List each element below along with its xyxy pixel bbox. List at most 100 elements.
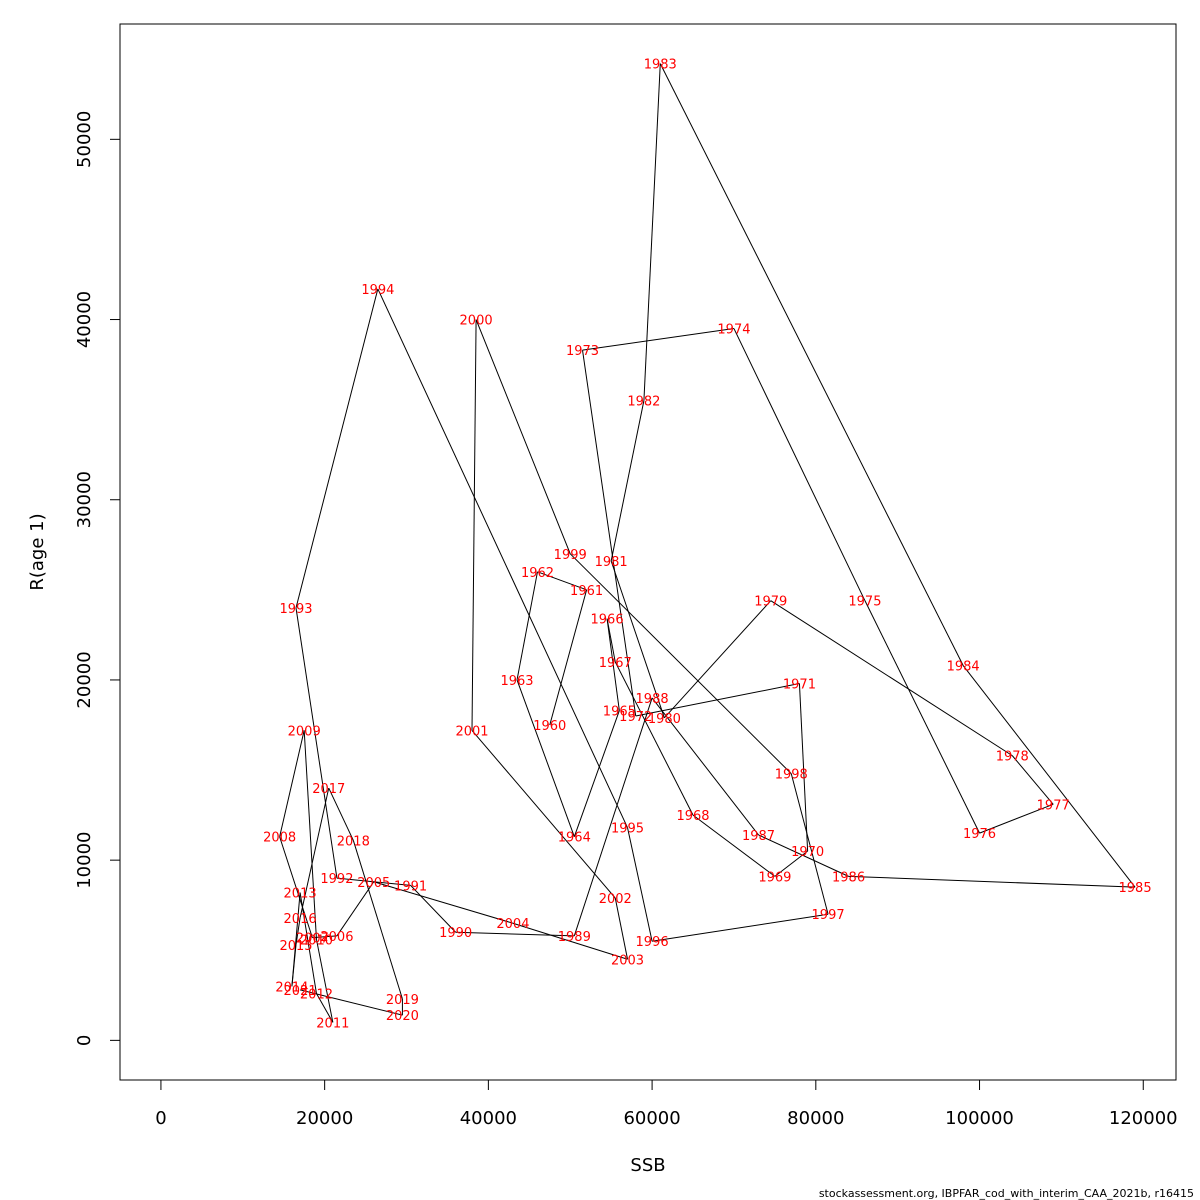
y-axis: 0 10000 20000 30000 40000 50000: [74, 111, 121, 1046]
segment-1995-1996: [627, 827, 653, 942]
point-label-1960: 1960: [533, 719, 566, 734]
segment-1964-1965: [573, 710, 620, 837]
point-label-1995: 1995: [611, 822, 644, 837]
point-label-2002: 2002: [599, 892, 632, 907]
point-label-1998: 1998: [775, 768, 808, 783]
point-label-1987: 1987: [742, 829, 775, 844]
point-label-2014: 2014: [275, 980, 308, 995]
point-label-1967: 1967: [599, 656, 632, 671]
y-tick-label: 50000: [74, 111, 95, 168]
point-label-1990: 1990: [439, 926, 472, 941]
point-label-2006: 2006: [320, 930, 353, 945]
point-label-2012: 2012: [300, 988, 333, 1003]
segment-1965-1966: [606, 618, 620, 711]
x-tick-label: 0: [155, 1108, 166, 1129]
point-label-1968: 1968: [676, 809, 709, 824]
x-tick-label: 120000: [1109, 1108, 1178, 1129]
point-label-1965: 1965: [603, 705, 636, 720]
point-label-1997: 1997: [812, 908, 845, 923]
x-axis: 0 20000 40000 60000 80000 100000 120000: [155, 1079, 1178, 1129]
point-label-1985: 1985: [1119, 881, 1152, 896]
x-tick-label: 40000: [460, 1108, 517, 1129]
segment-1961-1962: [537, 571, 587, 591]
series-line: [279, 63, 1136, 1023]
point-label-1971: 1971: [783, 678, 816, 693]
point-label-2001: 2001: [455, 724, 488, 739]
segment-1996-1997: [652, 913, 829, 942]
x-tick-label: 20000: [296, 1108, 353, 1129]
point-label-2015: 2015: [279, 939, 312, 954]
segment-1966-1967: [606, 618, 616, 663]
segment-1960-1961: [549, 589, 588, 726]
segment-1968-1969: [692, 814, 776, 877]
point-label-1964: 1964: [558, 831, 591, 846]
segment-1985-1986: [848, 875, 1136, 888]
segment-1989-1990: [455, 931, 575, 937]
segment-1963-1964: [516, 679, 575, 837]
segment-2007-2008: [279, 836, 313, 938]
point-label-1969: 1969: [758, 870, 791, 885]
y-axis-label: R(age 1): [27, 513, 48, 590]
segment-1980-1981: [610, 560, 665, 718]
point-label-1973: 1973: [566, 344, 599, 359]
segment-1975-1976: [864, 600, 980, 834]
segment-1977-1978: [1011, 755, 1054, 805]
point-label-1978: 1978: [996, 750, 1029, 765]
point-label-1970: 1970: [791, 845, 824, 860]
segment-1988-1989: [573, 697, 653, 936]
point-label-1993: 1993: [279, 602, 312, 617]
point-label-2013: 2013: [284, 887, 317, 902]
y-tick-label: 20000: [74, 651, 95, 708]
point-label-1986: 1986: [832, 870, 865, 885]
segment-2020-2021: [299, 989, 403, 1016]
point-label-1962: 1962: [521, 566, 554, 581]
segment-1990-1991: [410, 885, 456, 933]
point-label-1984: 1984: [947, 660, 980, 675]
y-tick-label: 0: [74, 1035, 95, 1046]
point-label-1989: 1989: [558, 930, 591, 945]
segment-1976-1977: [979, 803, 1054, 834]
segment-1999-2000: [475, 319, 571, 554]
segment-2008-2009: [279, 730, 305, 837]
point-label-2011: 2011: [316, 1016, 349, 1031]
segment-1970-1971: [798, 683, 809, 852]
segment-1983-1984: [659, 63, 964, 666]
point-label-1991: 1991: [394, 879, 427, 894]
footer-source: stockassessment.org, IBPFAR_cod_with_int…: [819, 1187, 1194, 1200]
segment-2004-2005: [373, 881, 514, 924]
point-label-1975: 1975: [848, 595, 881, 610]
segment-1972-1973: [582, 350, 637, 717]
segment-2005-2006: [336, 881, 375, 937]
point-label-2007: 2007: [296, 932, 329, 947]
segment-2003-2004: [512, 922, 628, 960]
point-label-2000: 2000: [460, 314, 493, 329]
point-label-1999: 1999: [554, 548, 587, 563]
segment-1992-1993: [295, 607, 338, 879]
point-label-1983: 1983: [644, 58, 677, 73]
segment-1982-1983: [643, 63, 661, 401]
point-label-1994: 1994: [361, 283, 394, 298]
segment-2011-2012: [316, 993, 334, 1023]
point-label-2021: 2021: [284, 984, 317, 999]
y-tick-label: 10000: [74, 832, 95, 889]
point-label-1961: 1961: [570, 584, 603, 599]
segment-1981-1982: [610, 400, 645, 562]
segment-1962-1963: [516, 571, 538, 681]
segment-2016-2017: [299, 787, 330, 918]
point-label-1976: 1976: [963, 827, 996, 842]
x-tick-label: 100000: [945, 1108, 1014, 1129]
segment-1974-1975: [733, 328, 866, 601]
segment-2012-2013: [299, 892, 317, 994]
segment-1993-1994: [295, 288, 379, 608]
point-label-2004: 2004: [496, 917, 529, 932]
point-label-1979: 1979: [754, 595, 787, 610]
segment-2014-2015: [291, 944, 297, 987]
segment-2015-2016: [295, 917, 301, 945]
point-label-2018: 2018: [337, 834, 370, 849]
point-label-1981: 1981: [595, 555, 628, 570]
segment-1998-1999: [569, 553, 792, 775]
segment-2002-2003: [614, 897, 629, 960]
x-axis-label: SSB: [630, 1155, 665, 1176]
point-label-1992: 1992: [320, 872, 353, 887]
